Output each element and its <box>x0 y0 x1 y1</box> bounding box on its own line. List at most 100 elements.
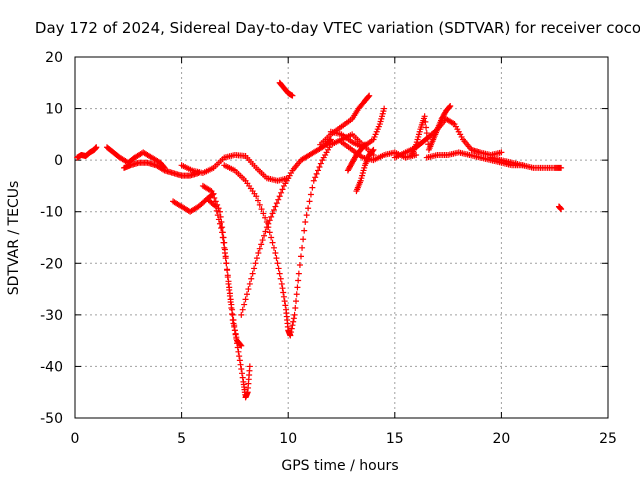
data-point-arc9 <box>290 315 297 322</box>
data-point-arc9 <box>277 275 284 282</box>
data-point-arc9 <box>270 244 277 251</box>
data-point-arc7 <box>211 194 218 201</box>
data-point-arc7 <box>226 286 233 293</box>
data-point-arc9 <box>280 293 287 300</box>
data-point-arc7 <box>220 234 227 241</box>
data-point-arc7 <box>221 246 228 253</box>
data-point-arc9 <box>296 262 303 269</box>
data-point-arc9 <box>273 255 280 262</box>
data-point-arc7 <box>218 219 225 226</box>
data-point-arc9 <box>268 234 275 241</box>
data-point-arc18 <box>558 164 565 171</box>
data-point-arc9 <box>290 318 297 325</box>
data-point-arc6 <box>235 348 242 355</box>
data-point-arc7 <box>230 320 237 327</box>
data-point-arc7 <box>225 280 232 287</box>
data-point-arc16 <box>498 149 505 156</box>
data-point-arc14 <box>361 141 368 148</box>
data-point-arc7 <box>224 274 231 281</box>
data-point-arc9 <box>291 311 298 318</box>
data-point-arc7 <box>216 208 223 215</box>
y-tick-label: -50 <box>40 411 63 427</box>
y-axis-label: SDTVAR / TECUs <box>6 181 22 296</box>
grid-lines <box>75 57 608 418</box>
data-point-arc11 <box>365 93 372 100</box>
data-point-arc9 <box>317 160 324 167</box>
data-point-arc9 <box>276 270 283 277</box>
data-point-arc9 <box>287 332 294 339</box>
data-point-arc8 <box>249 270 256 277</box>
data-point-arc9 <box>295 277 302 284</box>
data-point-arc8 <box>327 136 334 143</box>
data-point-arc8 <box>262 228 269 235</box>
chart-title: Day 172 of 2024, Sidereal Day-to-day VTE… <box>35 19 640 37</box>
data-point-arc9 <box>260 210 267 217</box>
data-point-arc17 <box>421 113 428 120</box>
data-point-arc9 <box>278 280 285 287</box>
data-point-arc9 <box>266 229 273 236</box>
data-point-arc19 <box>519 162 526 169</box>
data-point-arc9 <box>274 260 281 267</box>
data-point-arc8 <box>275 196 282 203</box>
data-point-arc9 <box>282 302 289 309</box>
data-point-arc9 <box>309 184 316 191</box>
data-point-arc7 <box>212 198 219 205</box>
x-tick-label: 10 <box>279 431 297 447</box>
axis-ticks: 0 5 10 15 20 25 -50 -40 -30 -20 -10 0 10 20 <box>40 50 617 447</box>
data-point-arc8 <box>248 275 255 282</box>
data-point-arc7 <box>237 341 244 348</box>
data-point-arc8 <box>278 189 285 196</box>
data-point-arc8 <box>268 213 275 220</box>
data-point-arc9 <box>275 265 282 272</box>
data-point-arc7 <box>238 342 245 349</box>
data-point-arc9 <box>281 298 288 305</box>
x-tick-label: 20 <box>492 431 510 447</box>
data-point-arc9 <box>288 329 295 336</box>
data-point-arc8 <box>252 260 259 267</box>
data-point-arc9 <box>295 270 302 277</box>
data-point-arc6 <box>239 370 246 377</box>
data-point-arc17 <box>423 130 430 137</box>
data-point-arc8 <box>256 245 263 252</box>
data-point-arc8 <box>261 232 268 239</box>
data-point-arc6 <box>218 225 225 232</box>
data-point-arc9 <box>293 298 300 305</box>
data-point-arc7 <box>217 213 224 220</box>
data-point-arc8 <box>270 206 277 213</box>
data-point-arc9 <box>315 167 322 174</box>
y-tick-label: -30 <box>40 308 63 324</box>
data-point-arc17 <box>422 118 429 125</box>
data-point-arc8 <box>272 203 279 210</box>
x-tick-label: 5 <box>177 431 186 447</box>
data-point-arc9 <box>301 227 308 234</box>
data-point-arc8 <box>258 241 265 248</box>
data-point-arc10 <box>289 92 296 99</box>
data-point-arc9 <box>289 322 296 329</box>
data-point-arc6 <box>229 311 236 318</box>
data-point-arc7 <box>221 239 228 246</box>
data-point-arc8 <box>276 193 283 200</box>
data-point-arc9 <box>265 224 272 231</box>
data-point-arc17 <box>447 102 454 109</box>
y-tick-label: -20 <box>40 256 63 272</box>
data-point-arc11 <box>366 92 373 99</box>
data-point-arc9 <box>293 291 300 298</box>
data-point-arc9 <box>307 191 314 198</box>
data-point-arc12 <box>381 105 388 112</box>
data-point-arc8 <box>242 296 249 303</box>
data-point-arc15 <box>370 146 377 153</box>
data-point-arc9 <box>279 285 286 292</box>
data-point-arc9 <box>269 239 276 246</box>
data-point-arc8 <box>241 301 248 308</box>
data-point-arc9 <box>272 249 279 256</box>
data-point-arc8 <box>251 265 258 272</box>
data-point-arc6 <box>236 357 243 364</box>
data-point-arc9 <box>299 244 306 251</box>
x-tick-label: 15 <box>386 431 404 447</box>
data-point-arc6 <box>239 374 246 381</box>
data-point-arc9 <box>292 304 299 311</box>
data-point-arc14 <box>361 142 368 149</box>
data-point-arc9 <box>258 206 265 213</box>
data-point-arc8 <box>238 311 245 318</box>
